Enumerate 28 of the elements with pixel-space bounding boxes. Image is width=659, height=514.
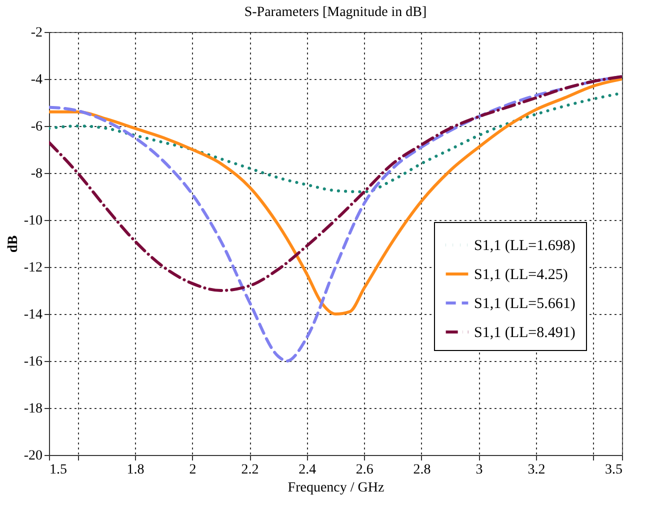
legend-label: S1,1 (LL=4.25)	[474, 267, 568, 283]
legend-label: S1,1 (LL=1.698)	[474, 238, 576, 254]
y-tick-label: -20	[24, 448, 42, 464]
y-tick-label: -16	[24, 354, 42, 370]
y-tick-label: -10	[24, 214, 42, 228]
y-tick-label: -18	[24, 402, 42, 416]
x-tick-label: 1.8	[126, 462, 144, 478]
x-tick-label: 2	[189, 462, 196, 478]
y-tick-label: -4	[30, 72, 42, 88]
legend-label: S1,1 (LL=5.661)	[474, 296, 576, 312]
x-tick-label: 1.5	[50, 462, 67, 478]
x-axis-title: Frequency / GHz	[288, 480, 384, 496]
y-tick-label: -8	[30, 166, 42, 182]
y-axis-title: dB	[6, 235, 21, 253]
line-series	[49, 75, 622, 362]
x-tick-label: 3.2	[528, 462, 546, 478]
chart-title: S-Parameters [Magnitude in dB]	[244, 5, 427, 20]
x-tick-label: 2.2	[241, 462, 259, 478]
x-tick-label: 2.8	[413, 462, 431, 478]
x-tick-label: 3	[476, 462, 483, 478]
y-tick-label: -14	[24, 308, 42, 322]
y-tick-label: -12	[24, 260, 42, 276]
y-tick-label: -6	[30, 120, 42, 134]
legend-label: S1,1 (LL=8.491)	[474, 325, 576, 341]
y-tick-label: -2	[30, 26, 42, 40]
x-tick-label: 2.4	[298, 462, 316, 478]
x-tick-label: 3.5	[605, 462, 622, 478]
x-tick-label: 2.6	[356, 462, 374, 478]
